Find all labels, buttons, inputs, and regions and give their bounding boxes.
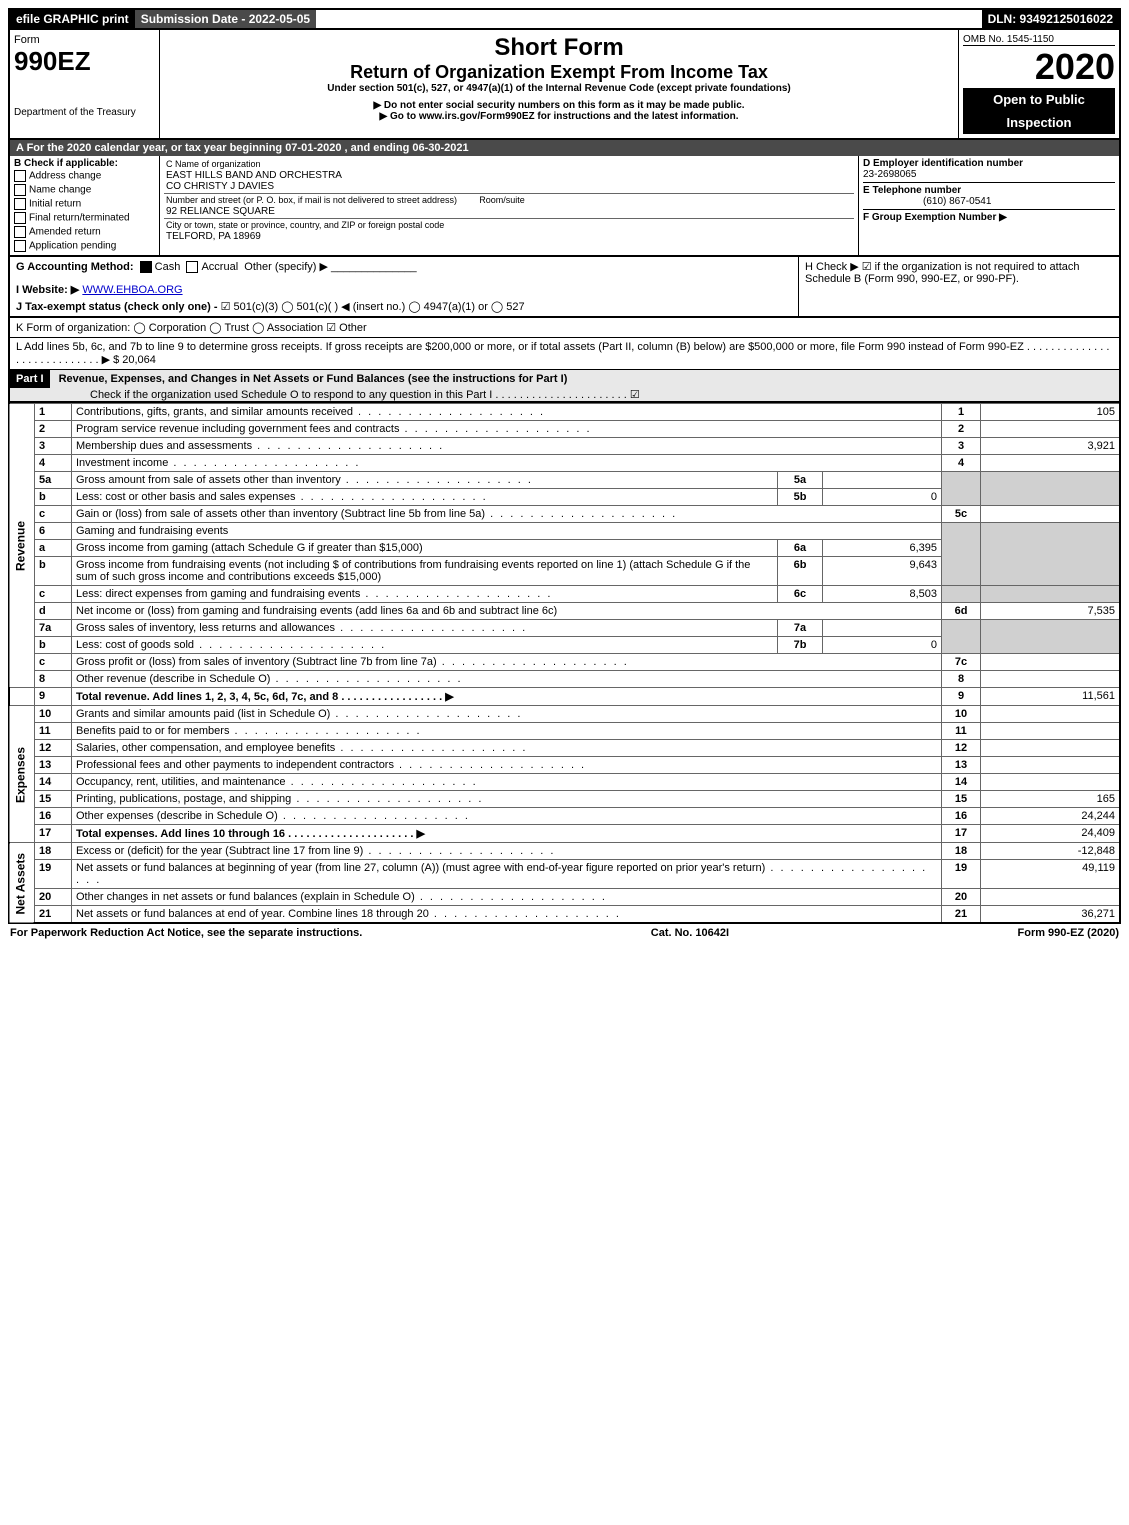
tax-year: 2020 xyxy=(963,46,1115,88)
chk-initial[interactable]: Initial return xyxy=(14,197,155,211)
lines-table: Revenue 1 Contributions, gifts, grants, … xyxy=(8,403,1121,924)
f-group: F Group Exemption Number ▶ xyxy=(863,212,1115,223)
part-i-check: Check if the organization used Schedule … xyxy=(10,389,640,401)
efile-label: efile GRAPHIC print xyxy=(10,10,135,28)
part-i-title: Revenue, Expenses, and Changes in Net As… xyxy=(53,370,574,388)
j-tax-exempt: J Tax-exempt status (check only one) - ☑… xyxy=(16,300,792,313)
org-city: TELFORD, PA 18969 xyxy=(166,231,261,242)
footer-mid: Cat. No. 10642I xyxy=(651,927,729,939)
check-if-applicable: B Check if applicable: Address change Na… xyxy=(10,156,160,255)
chk-final[interactable]: Final return/terminated xyxy=(14,211,155,225)
chk-pending[interactable]: Application pending xyxy=(14,239,155,253)
sidecat-netassets: Net Assets xyxy=(9,843,35,924)
page-footer: For Paperwork Reduction Act Notice, see … xyxy=(8,924,1121,942)
year-cell: OMB No. 1545-1150 2020 Open to Public In… xyxy=(959,30,1119,138)
g-left: G Accounting Method: Cash Accrual Other … xyxy=(10,257,799,316)
c-name-label: C Name of organization EAST HILLS BAND A… xyxy=(164,158,854,194)
g-accounting: G Accounting Method: Cash Accrual Other … xyxy=(16,260,792,273)
footer-left: For Paperwork Reduction Act Notice, see … xyxy=(10,927,362,939)
sidecat-expenses: Expenses xyxy=(9,706,35,843)
form-header: Form 990EZ Department of the Treasury Sh… xyxy=(8,30,1121,140)
h-check: H Check ▶ ☑ if the organization is not r… xyxy=(799,257,1119,316)
topbar-spacer xyxy=(316,10,981,28)
org-block: C Name of organization EAST HILLS BAND A… xyxy=(160,156,859,255)
form-word: Form xyxy=(14,34,155,46)
return-title: Return of Organization Exempt From Incom… xyxy=(164,62,954,83)
org-co: CO CHRISTY J DAVIES xyxy=(166,181,274,192)
footer-right: Form 990-EZ (2020) xyxy=(1018,927,1119,939)
street-line: Number and street (or P. O. box, if mail… xyxy=(164,194,854,219)
ein-value: 23-2698065 xyxy=(863,169,916,180)
line-k: K Form of organization: ◯ Corporation ◯ … xyxy=(8,318,1121,338)
line-l: L Add lines 5b, 6c, and 7b to line 9 to … xyxy=(8,338,1121,370)
title-cell: Short Form Return of Organization Exempt… xyxy=(160,30,959,138)
chk-name[interactable]: Name change xyxy=(14,183,155,197)
chk-address[interactable]: Address change xyxy=(14,169,155,183)
form-number-cell: Form 990EZ Department of the Treasury xyxy=(10,30,160,138)
open-public: Open to Public xyxy=(963,88,1115,111)
org-street: 92 RELIANCE SQUARE xyxy=(166,206,275,217)
form-990ez: 990EZ xyxy=(14,46,155,77)
submission-date: Submission Date - 2022-05-05 xyxy=(135,10,316,28)
website-link[interactable]: WWW.EHBOA.ORG xyxy=(82,284,182,296)
city-line: City or town, state or province, country… xyxy=(164,219,854,243)
inspection-label: Inspection xyxy=(963,111,1115,134)
part-i-label: Part I xyxy=(10,370,50,388)
omb-number: OMB No. 1545-1150 xyxy=(963,34,1115,46)
checks-header: B Check if applicable: xyxy=(14,158,118,169)
short-form-title: Short Form xyxy=(164,34,954,62)
section-b-grid: B Check if applicable: Address change Na… xyxy=(8,156,1121,257)
goto-link: ▶ Go to www.irs.gov/Form990EZ for instru… xyxy=(164,111,954,122)
i-website: I Website: ▶ WWW.EHBOA.ORG xyxy=(16,283,792,296)
chk-amended[interactable]: Amended return xyxy=(14,225,155,239)
right-d-block: D Employer identification number 23-2698… xyxy=(859,156,1119,255)
under-section: Under section 501(c), 527, or 4947(a)(1)… xyxy=(164,83,954,94)
phone-value: (610) 867-0541 xyxy=(863,196,991,207)
dln-label: DLN: 93492125016022 xyxy=(982,10,1119,28)
part-i-row: Part I Revenue, Expenses, and Changes in… xyxy=(8,370,1121,403)
e-phone: E Telephone number (610) 867-0541 xyxy=(863,185,1115,210)
d-ein: D Employer identification number 23-2698… xyxy=(863,158,1115,183)
gh-block: G Accounting Method: Cash Accrual Other … xyxy=(8,257,1121,318)
top-bar: efile GRAPHIC print Submission Date - 20… xyxy=(8,8,1121,30)
org-name: EAST HILLS BAND AND ORCHESTRA xyxy=(166,170,342,181)
ssn-warning: ▶ Do not enter social security numbers o… xyxy=(164,100,954,111)
dept-treasury: Department of the Treasury xyxy=(14,107,155,118)
line-a: A For the 2020 calendar year, or tax yea… xyxy=(8,140,1121,156)
sidecat-revenue: Revenue xyxy=(9,404,35,688)
